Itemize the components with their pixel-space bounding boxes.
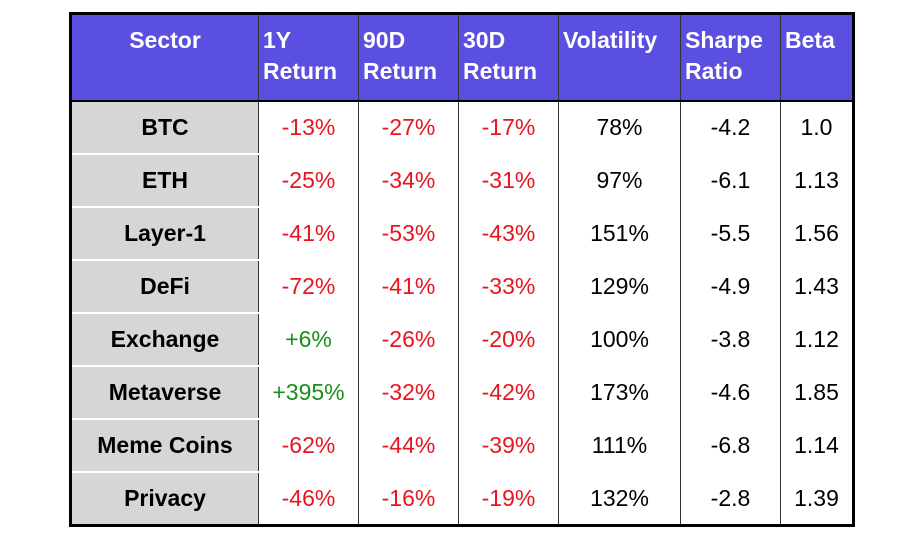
header-cell: Beta <box>780 13 854 101</box>
value-cell: -33% <box>458 259 559 313</box>
value-cell: 1.85 <box>780 365 854 419</box>
value-cell: -16% <box>358 471 459 526</box>
value-cell: 111% <box>558 418 681 472</box>
sector-cell: Meme Coins <box>70 418 259 472</box>
table-row: ETH -25% -34% -31% 97% -6.1 1.13 <box>70 153 854 207</box>
value-cell: -72% <box>258 259 359 313</box>
value-cell: 97% <box>558 153 681 207</box>
value-cell: +6% <box>258 312 359 366</box>
value-cell: 1.12 <box>780 312 854 366</box>
value-cell: 1.39 <box>780 471 854 526</box>
value-cell: -46% <box>258 471 359 526</box>
value-cell: 1.56 <box>780 206 854 260</box>
value-cell: -32% <box>358 365 459 419</box>
value-cell: -6.8 <box>680 418 781 472</box>
value-cell: 78% <box>558 100 681 154</box>
value-cell: -6.1 <box>680 153 781 207</box>
value-cell: 132% <box>558 471 681 526</box>
header-cell: Sector <box>70 13 259 101</box>
value-cell: -13% <box>258 100 359 154</box>
table-row: BTC -13% -27% -17% 78% -4.2 1.0 <box>70 100 854 154</box>
value-cell: -43% <box>458 206 559 260</box>
value-cell: -31% <box>458 153 559 207</box>
value-cell: -62% <box>258 418 359 472</box>
value-cell: -2.8 <box>680 471 781 526</box>
value-cell: 1.0 <box>780 100 854 154</box>
table-row: Exchange +6% -26% -20% 100% -3.8 1.12 <box>70 312 854 366</box>
value-cell: -5.5 <box>680 206 781 260</box>
sector-table: Sector 1Y Return 90D Return 30D Return Volat… <box>69 12 855 527</box>
table-row: Privacy -46% -16% -19% 132% -2.8 1.39 <box>70 471 854 526</box>
value-cell: -34% <box>358 153 459 207</box>
table-row: Metaverse +395% -32% -42% 173% -4.6 1.85 <box>70 365 854 419</box>
value-cell: -53% <box>358 206 459 260</box>
sector-cell: Metaverse <box>70 365 259 419</box>
value-cell: -3.8 <box>680 312 781 366</box>
header-cell: 90D Return <box>358 13 459 101</box>
value-cell: -41% <box>258 206 359 260</box>
value-cell: -25% <box>258 153 359 207</box>
header-row: Sector 1Y Return 90D Return 30D Return Volat… <box>70 13 854 101</box>
sector-cell: Privacy <box>70 471 259 526</box>
value-cell: 1.43 <box>780 259 854 313</box>
value-cell: -17% <box>458 100 559 154</box>
table-row: Meme Coins -62% -44% -39% 111% -6.8 1.14 <box>70 418 854 472</box>
sector-cell: Exchange <box>70 312 259 366</box>
sector-cell: BTC <box>70 100 259 154</box>
value-cell: -27% <box>358 100 459 154</box>
value-cell: -26% <box>358 312 459 366</box>
value-cell: -41% <box>358 259 459 313</box>
sector-cell: ETH <box>70 153 259 207</box>
value-cell: -19% <box>458 471 559 526</box>
value-cell: -39% <box>458 418 559 472</box>
value-cell: -44% <box>358 418 459 472</box>
value-cell: -4.9 <box>680 259 781 313</box>
table-row: DeFi -72% -41% -33% 129% -4.9 1.43 <box>70 259 854 313</box>
value-cell: 100% <box>558 312 681 366</box>
value-cell: 129% <box>558 259 681 313</box>
value-cell: 173% <box>558 365 681 419</box>
value-cell: -4.2 <box>680 100 781 154</box>
value-cell: 1.13 <box>780 153 854 207</box>
value-cell: +395% <box>258 365 359 419</box>
value-cell: -42% <box>458 365 559 419</box>
header-cell: Sharpe Ratio <box>680 13 781 101</box>
value-cell: 1.14 <box>780 418 854 472</box>
table-body: BTC -13% -27% -17% 78% -4.2 1.0 ETH -25% -34% -31%… <box>70 100 854 526</box>
value-cell: -4.6 <box>680 365 781 419</box>
table-row: Layer-1 -41% -53% -43% 151% -5.5 1.56 <box>70 206 854 260</box>
header-cell: 30D Return <box>458 13 559 101</box>
header-cell: 1Y Return <box>258 13 359 101</box>
sector-cell: Layer-1 <box>70 206 259 260</box>
value-cell: 151% <box>558 206 681 260</box>
header-cell: Volatility <box>558 13 681 101</box>
sector-cell: DeFi <box>70 259 259 313</box>
value-cell: -20% <box>458 312 559 366</box>
